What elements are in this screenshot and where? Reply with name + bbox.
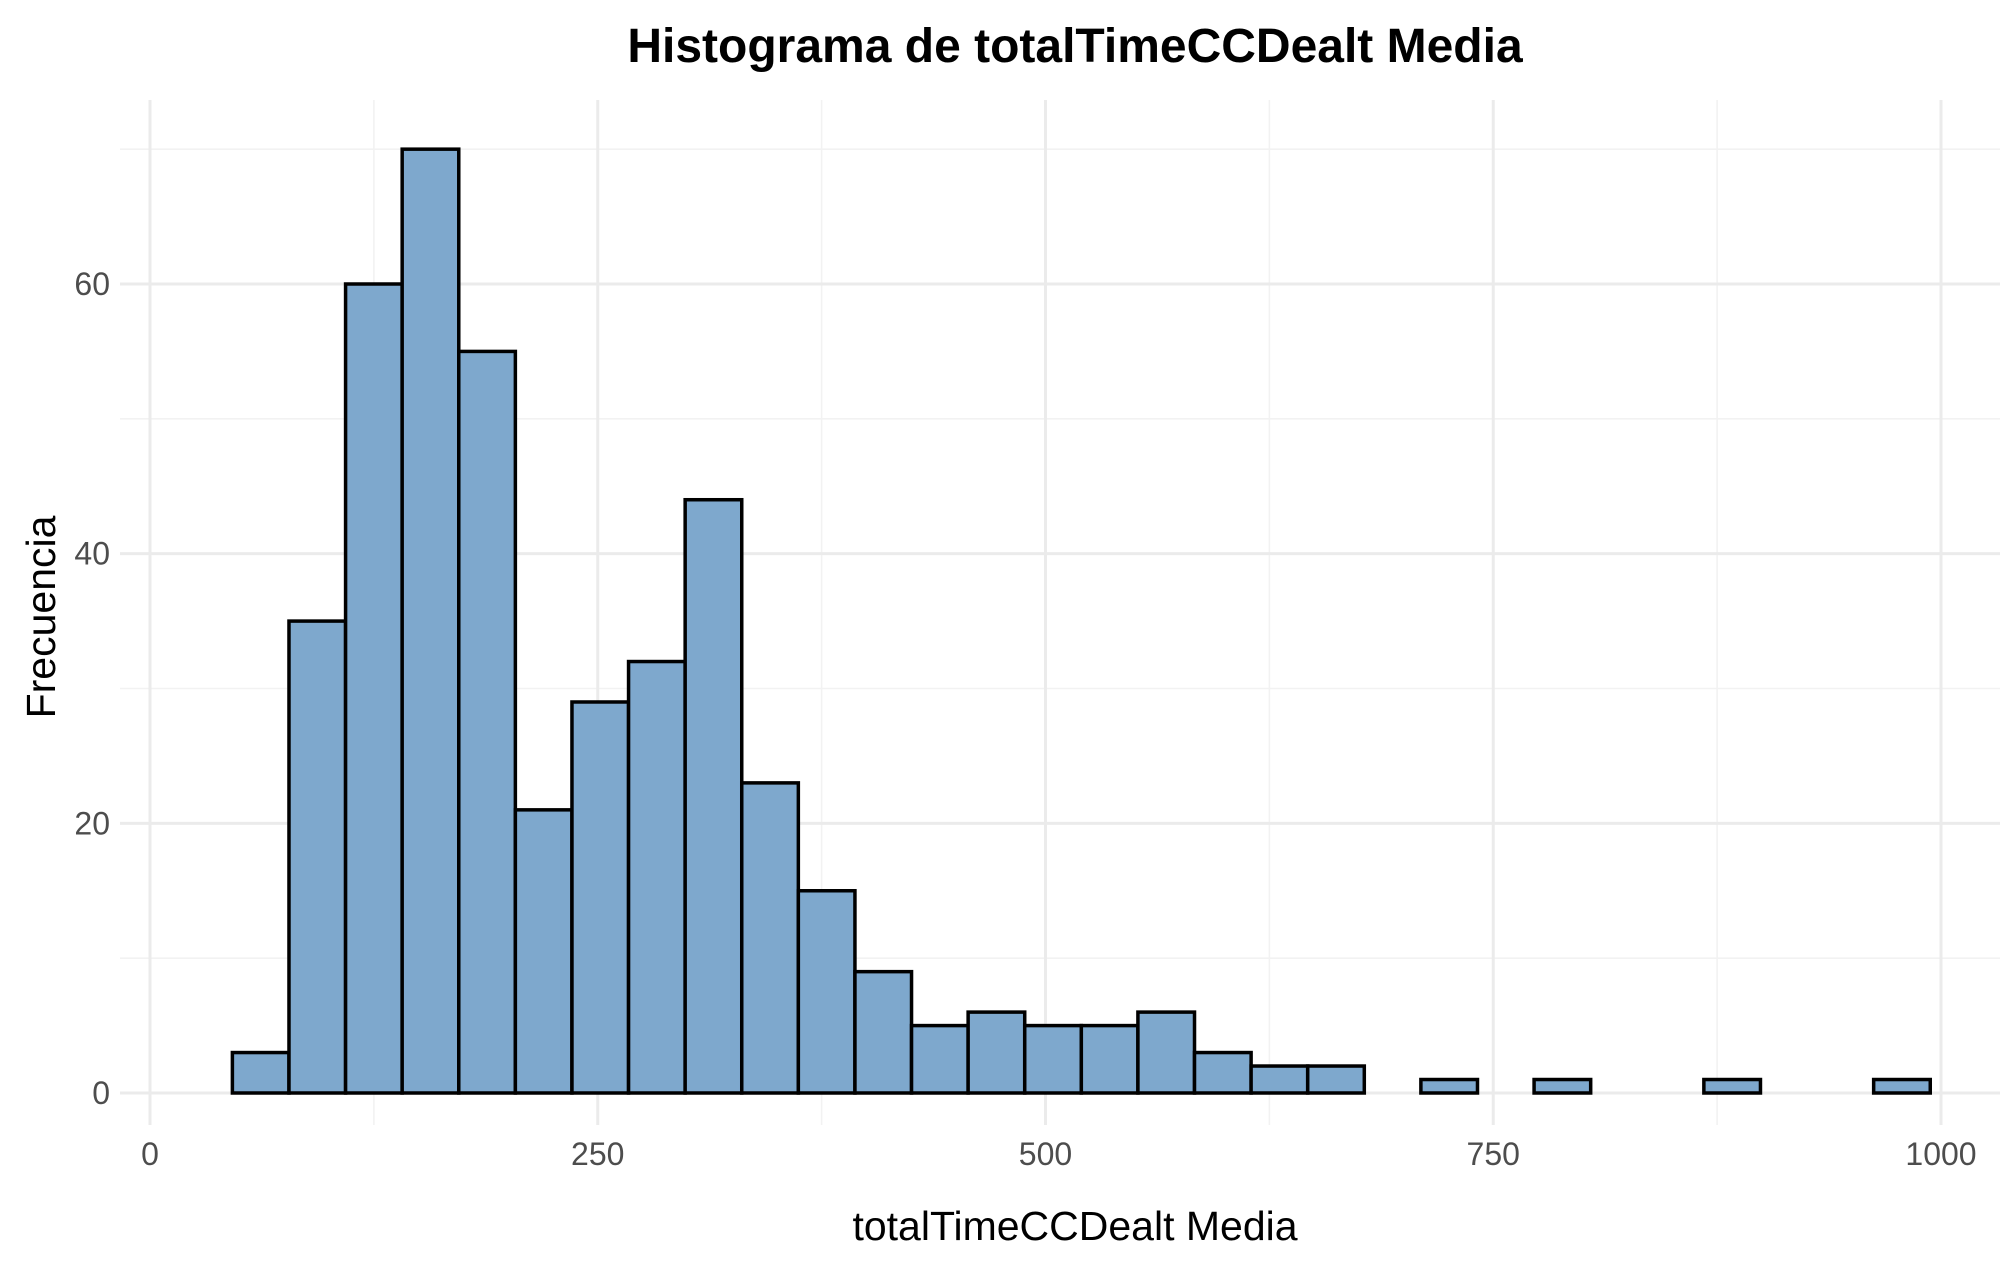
histogram-bar [1249, 1064, 1310, 1095]
histogram-bar [1305, 1064, 1367, 1095]
histogram-bar [909, 1023, 970, 1095]
x-tick-label: 1000 [1905, 1136, 1976, 1172]
histogram-bar [739, 781, 801, 1095]
y-tick-label: 60 [74, 266, 110, 302]
histogram-bar [513, 808, 574, 1095]
histogram-bar [343, 282, 404, 1095]
histogram-bar [1136, 1010, 1197, 1095]
x-tick-label: 250 [571, 1136, 624, 1172]
histogram-bar [626, 659, 687, 1095]
histogram-bars [230, 147, 1933, 1095]
histogram-bar [1532, 1077, 1593, 1095]
histogram-bar [1022, 1023, 1084, 1095]
histogram-bar [1192, 1050, 1253, 1095]
x-axis-ticks: 0 250 500 750 1000 [141, 1136, 1976, 1172]
histogram-bar [853, 969, 914, 1095]
x-axis-label: totalTimeCCDealt Media [852, 1203, 1297, 1249]
histogram-bar [1871, 1077, 1933, 1095]
y-axis-label: Frecuencia [18, 515, 64, 718]
histogram-bar [1419, 1077, 1480, 1095]
y-axis-ticks: 0 20 40 60 [74, 266, 110, 1111]
histogram-bar [1079, 1023, 1140, 1095]
x-tick-label: 750 [1467, 1136, 1520, 1172]
histogram-bar [457, 349, 518, 1095]
chart-title: Histograma de totalTimeCCDealt Media [627, 20, 1523, 73]
y-tick-label: 40 [74, 536, 110, 572]
histogram-bar [966, 1010, 1027, 1095]
x-tick-label: 0 [141, 1136, 159, 1172]
histogram-bar [683, 497, 744, 1095]
y-tick-label: 0 [92, 1075, 110, 1111]
x-tick-label: 500 [1019, 1136, 1072, 1172]
histogram-bar [400, 147, 461, 1095]
histogram-bar [1702, 1077, 1763, 1095]
histogram-bar [230, 1050, 291, 1095]
y-tick-label: 20 [74, 805, 110, 841]
histogram-bar [796, 889, 857, 1095]
histogram-bar [570, 700, 631, 1095]
histogram-bar [287, 619, 348, 1095]
